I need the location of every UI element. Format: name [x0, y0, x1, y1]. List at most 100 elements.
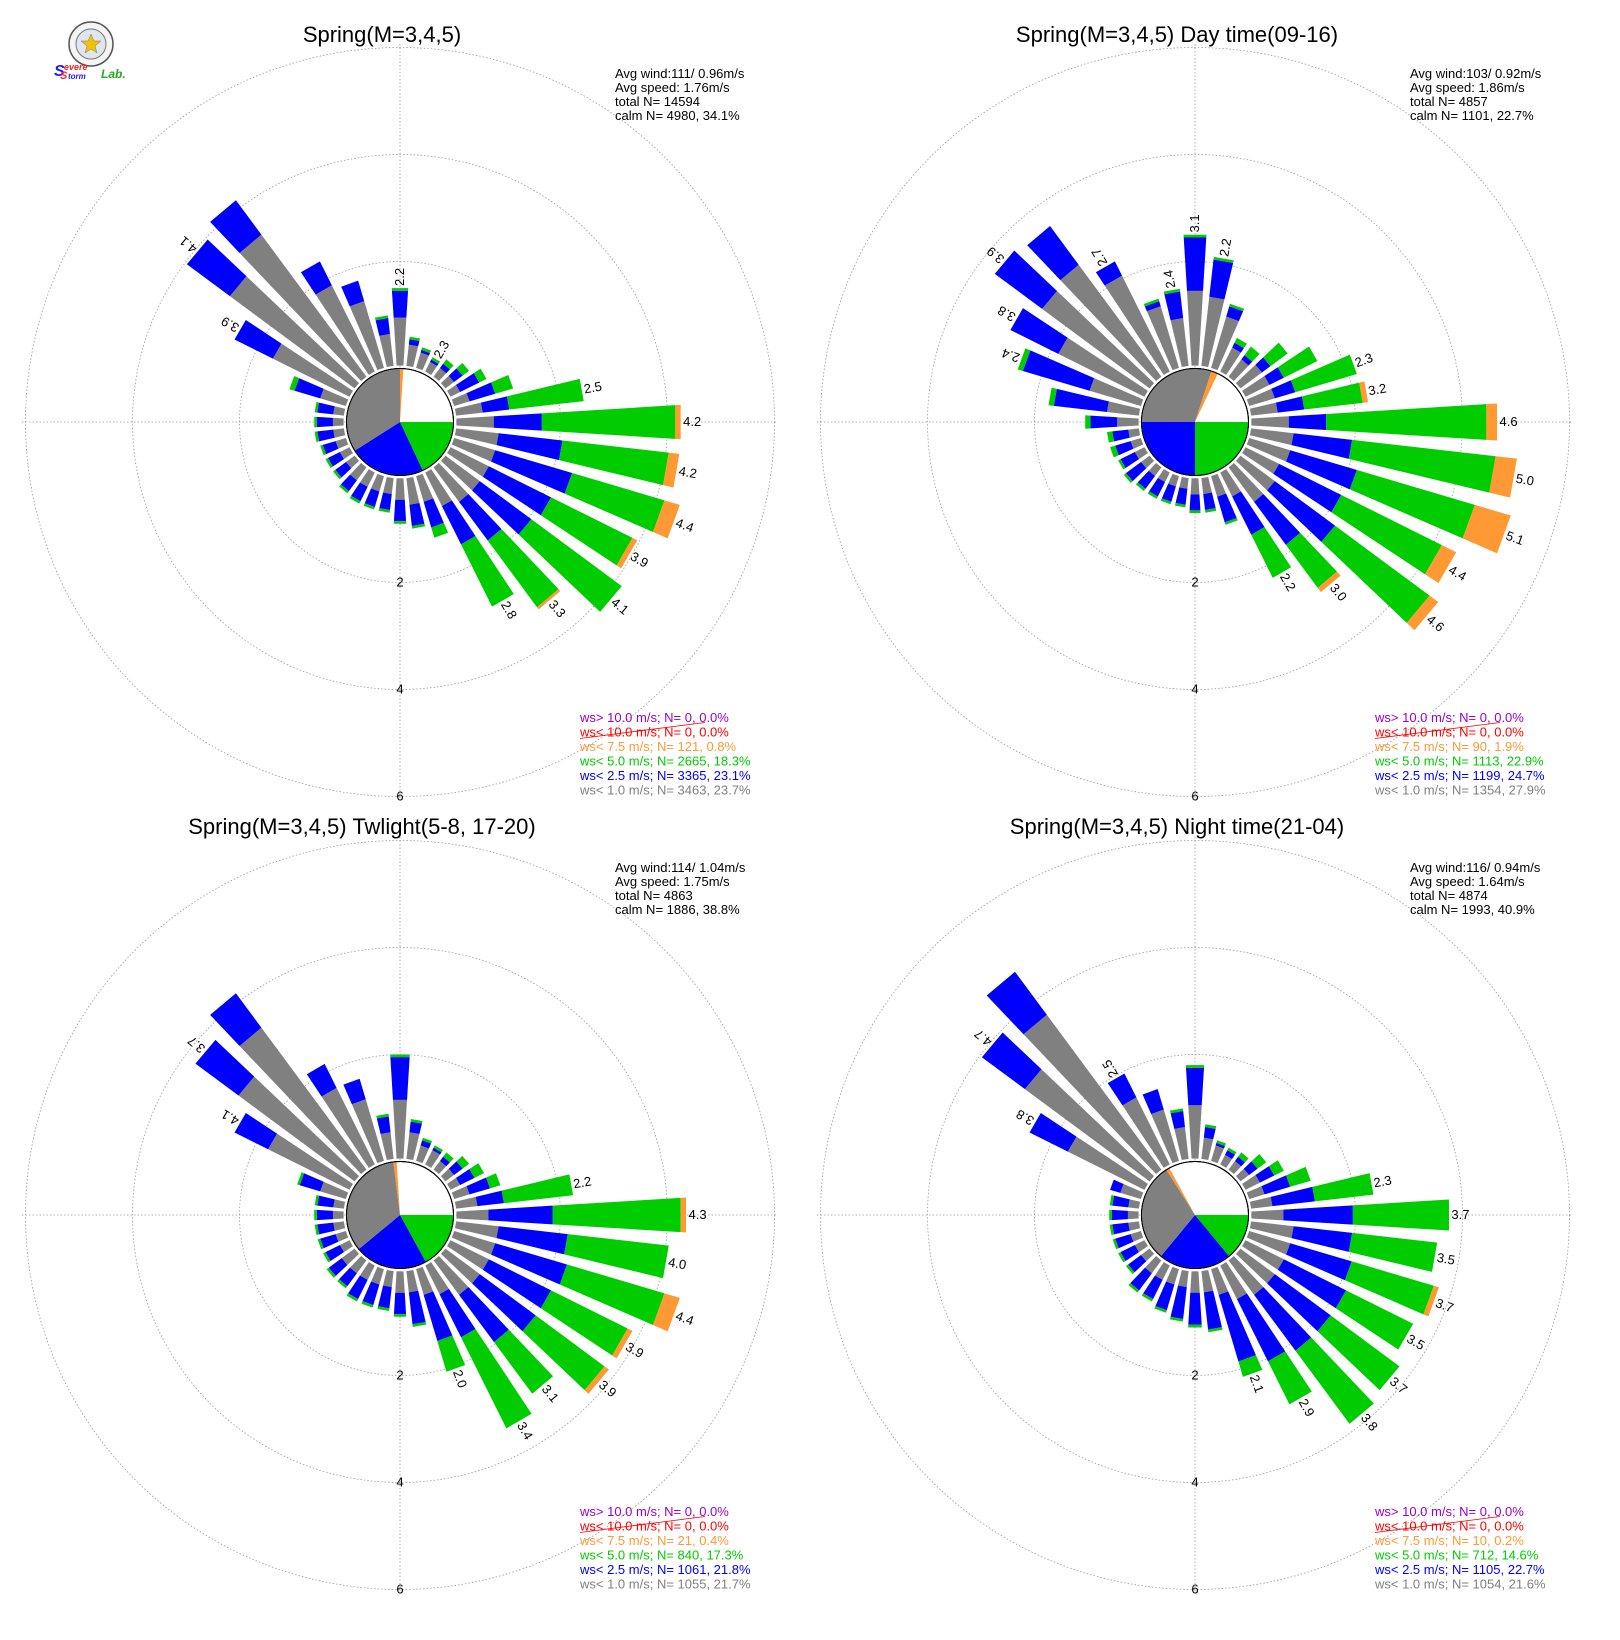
- bar-dir-120-bin-3: [1425, 545, 1457, 584]
- bar-dir-220-bin-0: [350, 462, 367, 481]
- bar-dir-160-bin-2: [431, 522, 449, 538]
- bar-dir-210-bin-1: [348, 1275, 368, 1300]
- bar-dir-300-bin-0: [268, 1133, 353, 1190]
- bar-dir-340-bin-0: [1146, 306, 1179, 371]
- bar-dir-240-bin-2: [1118, 1252, 1126, 1263]
- bar-total-label-350: 2.4: [1160, 269, 1178, 289]
- bar-dir-0-bin-2: [391, 288, 409, 291]
- bar-dir-0-bin-1: [1185, 1067, 1205, 1106]
- bar-total-label-80: 2.2: [572, 1173, 592, 1191]
- bar-dir-320-bin-1: [986, 971, 1047, 1035]
- bar-dir-80-bin-0: [454, 1196, 478, 1209]
- radial-tick-6: 6: [396, 789, 403, 804]
- bar-dir-240-bin-1: [327, 451, 344, 467]
- calm-pie-slice-2: [1195, 1215, 1248, 1256]
- bar-dir-160-bin-1: [1218, 1291, 1256, 1362]
- bar-dir-150-bin-1: [441, 500, 476, 545]
- bar-dir-60-bin-1: [456, 1169, 475, 1186]
- bar-dir-0-bin-2: [1183, 234, 1207, 238]
- bar-dir-330-bin-1: [306, 1063, 337, 1097]
- calm-circle-outline: [346, 1161, 454, 1269]
- legend-entry-3: ws< 7.5 m/s; N= 121, 0.8%: [579, 739, 737, 754]
- bar-dir-250-bin-1: [1115, 441, 1134, 456]
- bar-dir-30-bin-2: [1234, 337, 1247, 349]
- legend-entry-3: ws< 7.5 m/s; N= 21, 0.4%: [579, 1533, 729, 1548]
- bar-dir-190-bin-1: [378, 1285, 392, 1309]
- bar-dir-120-bin-0: [447, 1240, 489, 1270]
- bar-dir-240-bin-0: [339, 1240, 353, 1253]
- wind-rose-panel-1: 2462.22.32.54.24.24.43.94.13.32.83.94.1S…: [22, 22, 778, 804]
- bar-dir-120-bin-1: [1273, 463, 1342, 513]
- bar-dir-230-bin-0: [1140, 1248, 1155, 1262]
- bar-dir-130-bin-1: [472, 481, 532, 535]
- bar-dir-260-bin-1: [1112, 1222, 1130, 1235]
- bar-dir-330-bin-0: [1104, 275, 1170, 375]
- legend-entry-4: ws< 5.0 m/s; N= 840, 17.3%: [579, 1548, 744, 1563]
- bar-dir-230-bin-0: [341, 1248, 360, 1265]
- bar-dir-130-bin-3: [1406, 595, 1439, 631]
- bar-dir-350-bin-2: [1163, 288, 1181, 295]
- bar-dir-250-bin-1: [1115, 1234, 1134, 1249]
- bar-dir-250-bin-1: [322, 441, 339, 455]
- bar-dir-70-bin-2: [486, 1173, 501, 1189]
- bar-dir-140-bin-2: [487, 528, 559, 608]
- bar-total-label-90: 4.6: [1500, 414, 1518, 429]
- legend-entry-2: ws< 10.0 m/s; N= 0, 0.0%: [579, 725, 729, 740]
- bar-dir-340-bin-0: [351, 1099, 384, 1164]
- bar-dir-70-bin-0: [451, 1186, 470, 1199]
- bar-dir-80-bin-2: [506, 378, 584, 410]
- bar-dir-110-bin-0: [1246, 438, 1291, 462]
- bar-total-label-120: 4.4: [1446, 562, 1469, 584]
- bar-dir-150-bin-2: [461, 536, 514, 607]
- bar-dir-260-bin-1: [1112, 429, 1130, 442]
- bar-dir-270-bin-1: [316, 1209, 333, 1221]
- bar-dir-20-bin-0: [1211, 1145, 1224, 1164]
- bar-dir-180-bin-2: [1189, 510, 1201, 514]
- bar-dir-160-bin-0: [1211, 1266, 1229, 1295]
- bar-dir-340-bin-1: [341, 280, 365, 307]
- bar-dir-120-bin-0: [447, 447, 489, 477]
- bar-dir-130-bin-0: [1235, 455, 1275, 491]
- bar-dir-250-bin-2: [1110, 445, 1119, 458]
- bar-total-label-330: 2.7: [1088, 246, 1110, 269]
- bar-dir-90-bin-2: [1352, 1199, 1449, 1231]
- legend-entry-5: ws< 2.5 m/s; N= 1105, 22.7%: [1374, 1562, 1545, 1577]
- bar-total-label-80: 2.5: [583, 379, 603, 397]
- bar-dir-190-bin-2: [377, 1306, 390, 1312]
- bar-dir-100-bin-1: [496, 433, 563, 461]
- calm-circle-outline: [1141, 1161, 1249, 1269]
- bar-dir-110-bin-3: [1462, 504, 1511, 554]
- bar-dir-260-bin-2: [314, 431, 320, 443]
- bar-dir-140-bin-0: [433, 1255, 469, 1295]
- bar-dir-210-bin-1: [1143, 1275, 1163, 1300]
- stats-line-4: calm N= 1101, 22.7%: [1410, 108, 1534, 123]
- calm-pie-slice-3: [1166, 1168, 1195, 1215]
- bar-dir-250-bin-2: [320, 444, 327, 456]
- bar-dir-80-bin-0: [454, 402, 483, 416]
- stats-line-2: Avg speed: 1.75m/s: [615, 874, 730, 889]
- bar-dir-80-bin-0: [1249, 402, 1278, 416]
- bar-dir-180-bin-1: [1188, 1292, 1202, 1325]
- bar-dir-230-bin-1: [1125, 461, 1147, 482]
- bar-total-label-150: 2.9: [1296, 1396, 1318, 1419]
- bar-dir-300-bin-0: [272, 343, 353, 397]
- bar-dir-20-bin-2: [1229, 303, 1245, 312]
- bar-dir-240-bin-2: [1118, 459, 1126, 470]
- bar-total-label-100: 4.0: [667, 1254, 687, 1272]
- bar-dir-130-bin-3: [584, 1366, 609, 1394]
- bar-total-label-10: 2.2: [1216, 237, 1234, 257]
- bar-dir-40-bin-1: [439, 1156, 450, 1167]
- bar-dir-240-bin-1: [1120, 451, 1139, 468]
- bar-total-label-70: 2.3: [1353, 350, 1375, 370]
- bar-dir-270-bin-2: [1109, 1209, 1112, 1221]
- bar-dir-270-bin-2: [1085, 415, 1091, 429]
- bar-dir-150-bin-1: [1236, 1293, 1286, 1362]
- bar-total-label-80: 2.3: [1372, 1172, 1392, 1190]
- bar-dir-90-bin-3: [680, 1197, 687, 1233]
- bar-dir-210-bin-0: [359, 469, 375, 487]
- bar-dir-10-bin-2: [1213, 256, 1234, 264]
- legend-strike: [1374, 1516, 1501, 1533]
- bar-dir-290-bin-2: [297, 1172, 305, 1186]
- wind-rose-panel-3: 2462.24.34.04.43.93.93.13.42.04.13.7Spri…: [22, 814, 778, 1597]
- logo-word-storm: torm: [68, 72, 86, 81]
